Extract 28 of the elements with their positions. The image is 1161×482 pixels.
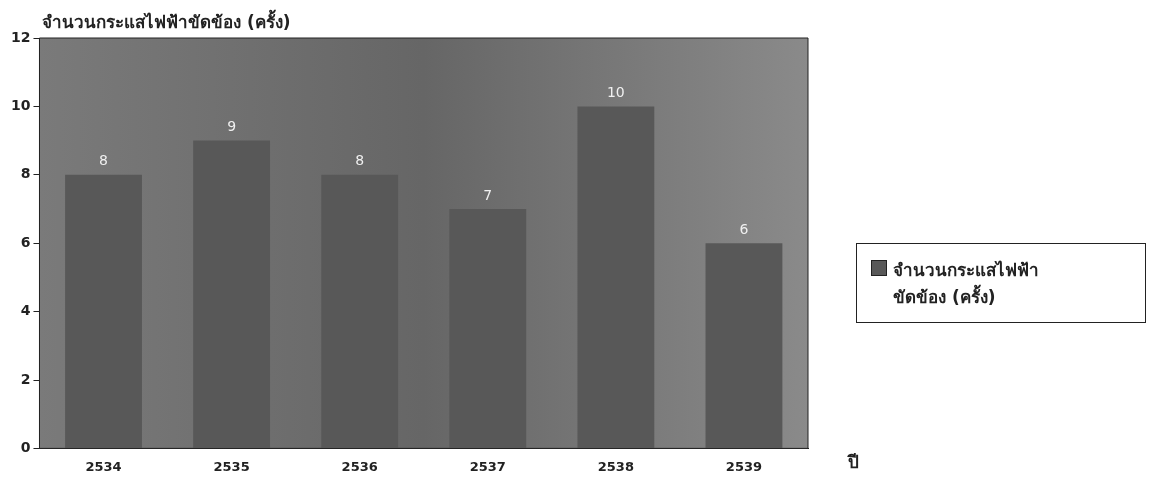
text: จำนวนกระแสไฟฟ้าขัดข้อง (ครั้ง): [893, 259, 1040, 309]
bar: [705, 243, 783, 448]
bar: [449, 209, 527, 448]
y-tick-label: 8: [20, 165, 31, 182]
bar: [577, 106, 655, 448]
x-tick-label: 2539: [725, 458, 763, 474]
x-tick-label: 2534: [85, 458, 122, 474]
x-tick-label: 2535: [213, 458, 250, 474]
y-axis-title: จำนวนกระแสไฟฟ้าขัดข้อง (ครั้ง): [42, 8, 291, 34]
data-label: 7: [483, 186, 493, 203]
bar: [321, 174, 399, 448]
bar: [193, 140, 271, 448]
data-label: 6: [739, 220, 749, 237]
x-axis-title: ปี: [848, 451, 859, 474]
y-tick-label: 0: [20, 439, 31, 456]
y-tick-label: 12: [11, 28, 31, 45]
data-label: 8: [355, 152, 365, 169]
x-tick-label: 2537: [469, 458, 506, 474]
y-tick-label: 6: [20, 233, 31, 250]
y-tick-label: 4: [20, 302, 31, 319]
data-label: 10: [606, 84, 625, 101]
bar: [65, 174, 142, 448]
x-tick-label: 2536: [341, 458, 378, 474]
x-tick-label: 2538: [597, 458, 634, 474]
y-tick-label: 2: [20, 370, 31, 387]
y-tick-label: 10: [11, 97, 31, 114]
data-label: 9: [227, 118, 237, 135]
data-label: 8: [99, 152, 108, 169]
